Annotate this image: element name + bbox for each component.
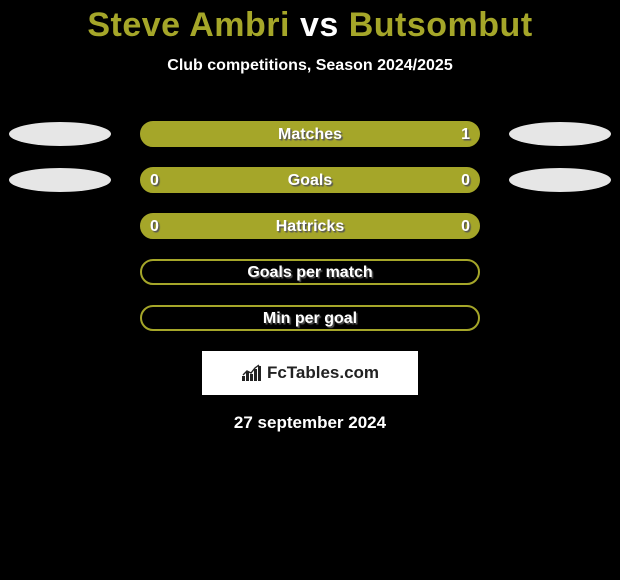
stat-bar: Matches1 xyxy=(140,121,480,147)
stats-rows: Matches1Goals00Hattricks00Goals per matc… xyxy=(0,121,620,333)
stat-value-left: 0 xyxy=(150,172,159,190)
right-ellipse xyxy=(509,122,611,146)
stat-bar: Goals per match xyxy=(140,259,480,285)
stat-value-right: 0 xyxy=(461,172,470,190)
stat-label: Goals per match xyxy=(142,264,478,282)
left-ellipse xyxy=(9,168,111,192)
stat-row: Goals0 0 xyxy=(0,167,620,195)
stat-row: Min per goal xyxy=(0,305,620,333)
left-ellipse xyxy=(9,122,111,146)
date-text: 27 september 2024 xyxy=(0,413,620,433)
stat-bar: Hattricks0 0 xyxy=(140,213,480,239)
stat-bar: Goals0 0 xyxy=(140,167,480,193)
stat-row: Matches1 xyxy=(0,121,620,149)
logo: FcTables.com xyxy=(241,363,379,383)
stat-label: Hattricks xyxy=(142,218,478,236)
stat-bar: Min per goal xyxy=(140,305,480,331)
title-vs: vs xyxy=(300,6,339,44)
stat-row: Goals per match xyxy=(0,259,620,287)
page-title: Steve Ambri vs Butsombut xyxy=(0,6,620,45)
logo-box: FcTables.com xyxy=(202,351,418,395)
stat-row: Hattricks0 0 xyxy=(0,213,620,241)
stat-value-left: 0 xyxy=(150,218,159,236)
stat-label: Min per goal xyxy=(142,310,478,328)
logo-text: FcTables.com xyxy=(267,363,379,383)
stat-value-right: 1 xyxy=(461,126,470,144)
stat-label: Goals xyxy=(142,172,478,190)
stat-label: Matches xyxy=(142,126,478,144)
comparison-infographic: Steve Ambri vs Butsombut Club competitio… xyxy=(0,6,620,580)
stat-value-right: 0 xyxy=(461,218,470,236)
title-player2: Butsombut xyxy=(349,6,533,44)
subtitle: Club competitions, Season 2024/2025 xyxy=(0,57,620,75)
bars-icon xyxy=(241,364,263,382)
title-player1: Steve Ambri xyxy=(87,6,290,44)
right-ellipse xyxy=(509,168,611,192)
